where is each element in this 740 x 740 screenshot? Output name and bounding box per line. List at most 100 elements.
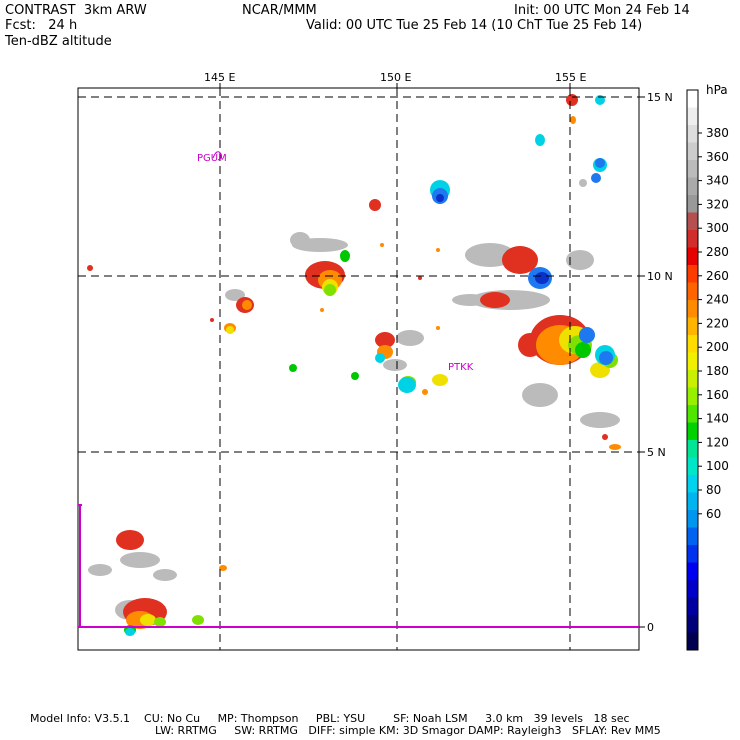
- echo-cell: [125, 628, 135, 636]
- colorbar-swatch: [687, 90, 698, 108]
- echo-cell: [153, 569, 177, 581]
- colorbar: 380 360 340 320 300 280 260 240 220 200 180 160 140 1…: [686, 89, 729, 651]
- echo-cell: [398, 377, 416, 393]
- colorbar-label: 280: [706, 245, 729, 259]
- echo-cell: [591, 173, 601, 183]
- echo-cell: [595, 158, 605, 168]
- colorbar-label: 240: [706, 293, 729, 307]
- ticks: [219, 83, 645, 628]
- echo-cell: [436, 248, 440, 252]
- echo-cell: [422, 389, 428, 395]
- colorbar-swatch: [687, 265, 698, 283]
- echo-cell: [570, 116, 576, 124]
- colorbar-swatch: [687, 352, 698, 371]
- echo-cell: [351, 372, 359, 380]
- echo-cell: [375, 332, 395, 348]
- colorbar-swatch: [687, 615, 698, 633]
- colorbar-swatch: [687, 580, 698, 598]
- lat-label-10: 10 N: [647, 270, 673, 283]
- lon-label-150: 150 E: [380, 71, 411, 84]
- echo-cell: [340, 250, 350, 262]
- model-info-line2: LW: RRTMG SW: RRTMG DIFF: simple KM: 3D …: [155, 724, 661, 737]
- colorbar-label: 360: [706, 150, 729, 164]
- echo-cell: [87, 265, 93, 271]
- colorbar-swatch: [687, 142, 698, 161]
- echo-cell: [566, 94, 578, 106]
- colorbar-label: 380: [706, 126, 729, 140]
- echo-cell: [522, 383, 558, 407]
- lat-label-0: 0: [647, 621, 654, 634]
- echo-cell: [436, 194, 444, 202]
- colorbar-swatch: [687, 632, 698, 651]
- lon-label-155: 155 E: [555, 71, 586, 84]
- colorbar-unit: hPa: [706, 83, 728, 97]
- echo-cell: [535, 272, 549, 284]
- echo-cell: [418, 276, 422, 280]
- echo-cell: [602, 434, 608, 440]
- colorbar-label: 300: [706, 221, 729, 235]
- echo-cell: [575, 342, 591, 358]
- colorbar-swatch: [687, 475, 698, 493]
- echo-cell: [375, 353, 385, 363]
- echo-cell: [518, 333, 542, 357]
- echo-cell: [535, 134, 545, 146]
- colorbar-swatch: [687, 405, 698, 423]
- echo-cell: [396, 330, 424, 346]
- echo-cell: [609, 444, 621, 450]
- colorbar-swatch: [687, 300, 698, 318]
- colorbar-swatch: [687, 422, 698, 441]
- model-title: CONTRAST 3km ARW: [5, 3, 147, 18]
- echo-cell: [380, 243, 384, 247]
- map-frame: [77, 87, 640, 651]
- colorbar-swatch: [687, 457, 698, 476]
- echo-cell: [452, 294, 488, 306]
- colorbar-swatch: [687, 527, 698, 546]
- echo-cell: [436, 326, 440, 330]
- colorbar-frame: [686, 89, 699, 651]
- colorbar-swatch: [687, 125, 698, 143]
- station-ptkk: PTKK: [448, 362, 474, 373]
- colorbar-swatch: [687, 510, 698, 528]
- echo-cell: [502, 246, 538, 274]
- echo-cell: [192, 615, 204, 625]
- colorbar-swatch: [687, 195, 698, 213]
- echo-cell: [116, 530, 144, 550]
- colorbar-swatch: [687, 177, 698, 196]
- colorbar-swatch: [687, 387, 698, 406]
- colorbar-label: 200: [706, 340, 729, 354]
- colorbar-label: 180: [706, 364, 729, 378]
- valid-time: Valid: 00 UTC Tue 25 Feb 14 (10 ChT Tue …: [306, 18, 643, 33]
- colorbar-label: 80: [706, 483, 721, 497]
- echo-cell: [579, 179, 587, 187]
- lat-label-5: 5 N: [647, 446, 666, 459]
- echo-cell: [320, 308, 324, 312]
- lat-lon-grid: [78, 88, 639, 650]
- reflectivity-field: [87, 94, 621, 636]
- lat-label-15: 15 N: [647, 91, 673, 104]
- colorbar-label: 100: [706, 459, 729, 473]
- colorbar-label: 120: [706, 435, 729, 449]
- echo-cell: [120, 552, 160, 568]
- colorbar-swatch: [687, 545, 698, 563]
- echo-cell: [579, 327, 595, 343]
- echo-cell: [566, 250, 594, 270]
- station-pgum: PGUM: [197, 153, 227, 164]
- colorbar-swatch: [687, 317, 698, 336]
- colorbar-label: 320: [706, 197, 729, 211]
- colorbar-swatch: [687, 597, 698, 616]
- echo-cell: [154, 617, 166, 627]
- model-info-line1: Model Info: V3.5.1 CU: No Cu MP: Thompso…: [30, 712, 630, 725]
- lon-label-145: 145 E: [204, 71, 235, 84]
- colorbar-swatch: [687, 212, 698, 231]
- echo-cell: [383, 359, 407, 371]
- colorbar-swatch: [687, 335, 698, 353]
- echo-cell: [225, 289, 245, 301]
- colorbar-swatch: [687, 492, 698, 511]
- echo-cell: [226, 326, 234, 334]
- echo-cell: [289, 364, 297, 372]
- colorbar-swatch: [687, 562, 698, 581]
- institution-label: NCAR/MMM: [242, 3, 317, 18]
- colorbar-swatch: [687, 282, 698, 301]
- colorbar-swatch: [687, 160, 698, 178]
